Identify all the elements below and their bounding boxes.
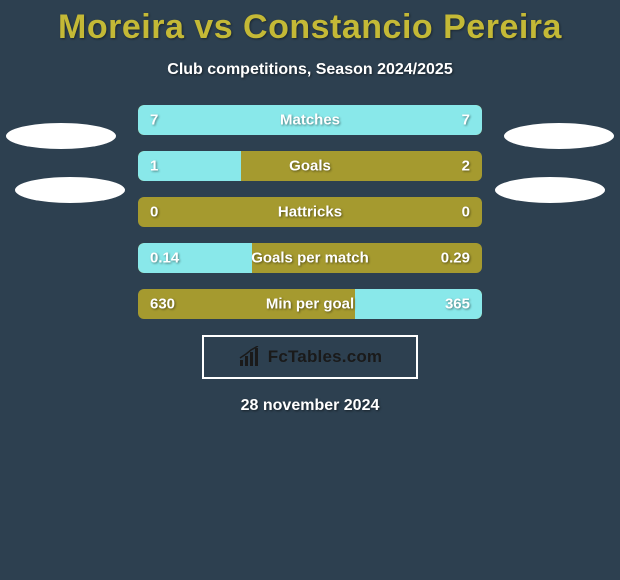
stat-value-left: 0 [150, 204, 158, 221]
stat-label: Hattricks [138, 204, 482, 221]
stat-fill-right [310, 105, 482, 135]
stat-row: 630Min per goal365 [138, 289, 482, 319]
player-photo-left-1 [6, 123, 116, 149]
stat-value-left: 0.14 [150, 250, 179, 267]
stat-value-left: 7 [150, 112, 158, 129]
stat-row: 7Matches7 [138, 105, 482, 135]
stat-value-right: 0 [462, 204, 470, 221]
comparison-title: Moreira vs Constancio Pereira [0, 0, 620, 47]
stat-fill-left [138, 105, 310, 135]
stat-row: 0.14Goals per match0.29 [138, 243, 482, 273]
chart-icon [238, 346, 262, 368]
date-text: 28 november 2024 [0, 397, 620, 415]
player-photo-left-2 [15, 177, 125, 203]
stat-row: 0Hattricks0 [138, 197, 482, 227]
stat-value-right: 2 [462, 158, 470, 175]
stat-value-left: 630 [150, 296, 175, 313]
stat-value-right: 365 [445, 296, 470, 313]
stat-value-right: 0.29 [441, 250, 470, 267]
player-photo-right-2 [495, 177, 605, 203]
brand-box: FcTables.com [202, 335, 418, 379]
brand-text: FcTables.com [268, 347, 383, 367]
stat-value-left: 1 [150, 158, 158, 175]
stat-row: 1Goals2 [138, 151, 482, 181]
player-photo-right-1 [504, 123, 614, 149]
comparison-subtitle: Club competitions, Season 2024/2025 [0, 61, 620, 79]
stat-value-right: 7 [462, 112, 470, 129]
